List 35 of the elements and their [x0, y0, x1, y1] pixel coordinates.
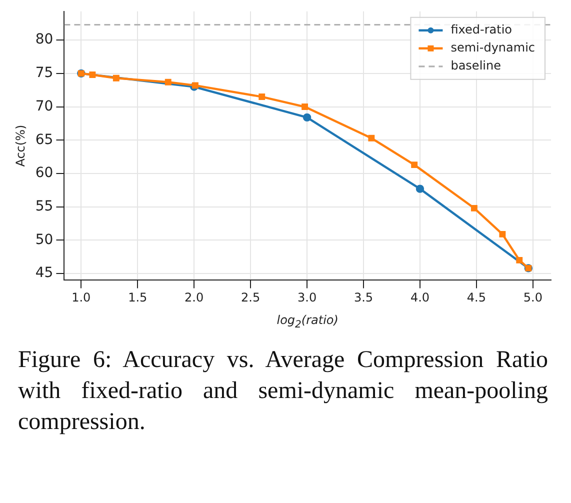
x-axis-title: log$_{2}$(ratio): [276, 313, 338, 330]
point: [416, 184, 424, 193]
caption: Figure 6: Accuracy vs. Average Compression Ratio with fixed-ratio and semi-dynamic mean-pooling compression.: [18, 346, 548, 437]
point: [470, 204, 478, 212]
y-axis-title: Acc(%): [13, 124, 28, 167]
point: [499, 230, 506, 238]
point: [89, 72, 96, 78]
point: [302, 104, 308, 110]
x-tick-label: 3.5: [354, 290, 374, 305]
x-tick-label: 2.0: [184, 290, 204, 305]
point: [411, 162, 418, 168]
x-tick-label: 5.0: [523, 290, 542, 305]
point: [302, 113, 312, 122]
y-tick-label: 55: [35, 198, 54, 214]
y-tick-label: 50: [35, 232, 54, 248]
point: [112, 74, 120, 82]
y-tick-label: 75: [35, 65, 54, 82]
point: [516, 256, 523, 264]
y-tick-label: 45: [35, 265, 54, 282]
point: [164, 78, 172, 86]
y-tick-label: 70: [35, 98, 54, 114]
x-tick-label: 3.0: [297, 290, 317, 305]
legend-label: semi-dynamic: [450, 40, 536, 55]
legend-label: baseline: [450, 58, 501, 73]
point: [258, 94, 266, 100]
x-tick-label: 2.5: [241, 290, 260, 305]
x-tick-label: 4.5: [466, 290, 486, 305]
y-tick-label: 80: [35, 32, 54, 48]
x-tick-label: 1.0: [72, 290, 91, 305]
x-tick-label: 1.5: [128, 290, 148, 305]
y-tick-label: 65: [35, 132, 54, 148]
y-tick-label: 60: [35, 165, 54, 182]
point: [368, 134, 375, 142]
legend-label: fixed-ratio: [450, 22, 512, 37]
x-tick-label: 4.0: [410, 290, 430, 305]
